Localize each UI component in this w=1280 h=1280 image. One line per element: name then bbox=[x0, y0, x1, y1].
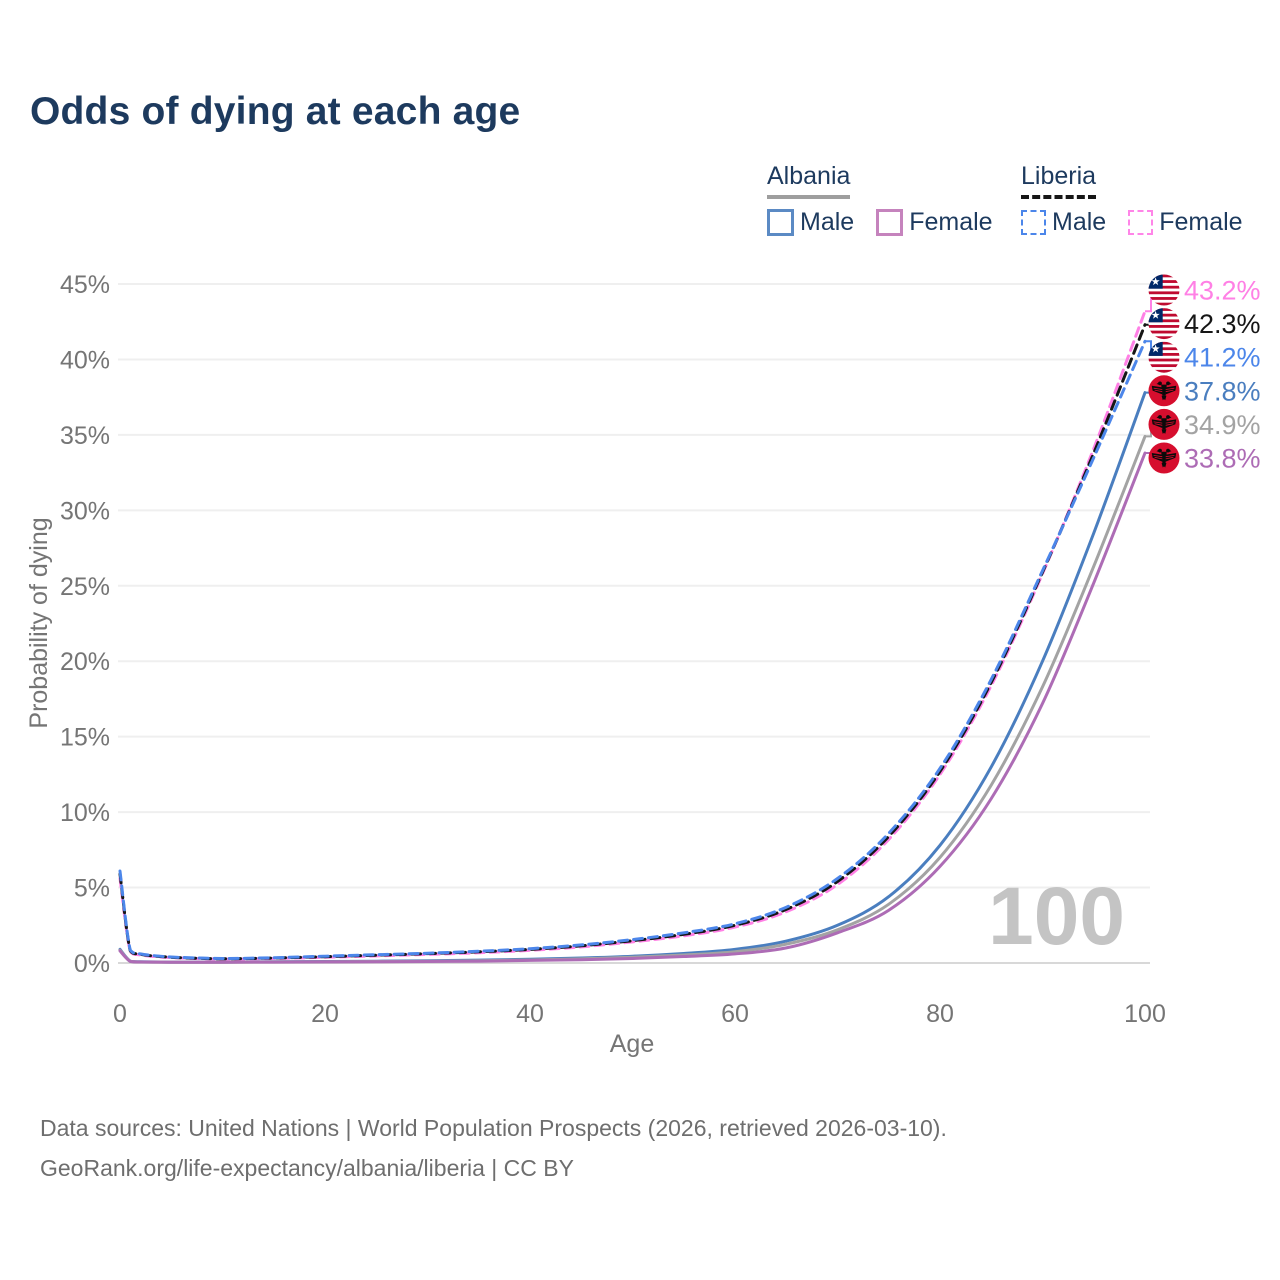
y-axis-title: Probability of dying bbox=[25, 517, 53, 728]
liberia-flag-icon bbox=[1148, 341, 1180, 373]
y-tick-label: 40% bbox=[60, 346, 110, 374]
page-title: Odds of dying at each age bbox=[30, 90, 521, 133]
legend-group-liberia: Liberia Male Female bbox=[1021, 162, 1265, 237]
end-label-albania-male: 37.8% bbox=[1184, 376, 1261, 406]
end-label-connector bbox=[1145, 389, 1155, 394]
end-label-liberia-female: 43.2% bbox=[1184, 276, 1261, 306]
end-label-connector bbox=[1145, 423, 1155, 438]
legend-liberia-male-toggle[interactable]: Male bbox=[1021, 208, 1106, 237]
y-tick-label: 35% bbox=[60, 422, 110, 450]
end-label-albania-female: 33.8% bbox=[1184, 444, 1261, 474]
end-label-liberia-male: 41.2% bbox=[1184, 343, 1261, 373]
legend-albania-female-toggle[interactable]: Female bbox=[876, 208, 993, 237]
data-sources-line: Data sources: United Nations | World Pop… bbox=[40, 1115, 947, 1141]
y-tick-label: 0% bbox=[74, 950, 110, 978]
legend-albania-male-label: Male bbox=[800, 208, 855, 236]
series-line-liberia-male bbox=[118, 339, 1147, 960]
y-tick-label: 10% bbox=[60, 799, 110, 827]
series-line-albania-male bbox=[118, 391, 1147, 964]
double-eagle-icon bbox=[1151, 415, 1177, 434]
watermark: 100 bbox=[988, 871, 1125, 962]
double-eagle-icon bbox=[1151, 448, 1177, 468]
end-label-albania-overall: 34.9% bbox=[1184, 410, 1261, 440]
liberia-male-swatch-icon bbox=[1021, 210, 1046, 235]
end-label-connector bbox=[1145, 340, 1155, 359]
x-tick-label: 0 bbox=[113, 1000, 127, 1028]
end-label-connector bbox=[1145, 289, 1155, 313]
series-line-albania-overall bbox=[118, 434, 1147, 964]
x-tick-label: 80 bbox=[926, 1000, 954, 1028]
end-label-liberia-overall: 42.3% bbox=[1184, 309, 1261, 339]
albania-male-swatch-icon bbox=[767, 209, 794, 236]
albania-flag-icon bbox=[1148, 408, 1180, 440]
double-eagle-icon bbox=[1151, 381, 1177, 401]
legend-liberia-female-toggle[interactable]: Female bbox=[1128, 208, 1243, 237]
end-label-connector bbox=[1145, 322, 1155, 326]
y-tick-label: 5% bbox=[74, 875, 110, 903]
end-label-connector bbox=[1145, 452, 1155, 459]
albania-female-swatch-icon bbox=[876, 209, 904, 236]
legend-country-liberia: Liberia bbox=[1021, 162, 1097, 199]
albania-flag-icon bbox=[1148, 375, 1180, 407]
liberia-flag-icon bbox=[1148, 274, 1180, 306]
legend-group-albania: Albania Male Female bbox=[767, 162, 1015, 237]
legend-country-albania: Albania bbox=[767, 162, 851, 199]
y-tick-label: 25% bbox=[60, 573, 110, 601]
attribution-line: GeoRank.org/life-expectancy/albania/libe… bbox=[40, 1155, 574, 1181]
legend-albania-female-label: Female bbox=[909, 208, 993, 236]
y-tick-label: 15% bbox=[60, 724, 110, 752]
x-tick-label: 20 bbox=[311, 1000, 339, 1028]
liberia-female-swatch-icon bbox=[1128, 210, 1154, 235]
albania-flag-icon bbox=[1148, 442, 1180, 474]
y-tick-label: 45% bbox=[60, 271, 110, 299]
legend-liberia-female-label: Female bbox=[1159, 208, 1243, 236]
series-line-albania-female bbox=[118, 451, 1147, 964]
series-line-liberia-female bbox=[118, 309, 1147, 961]
footer: Data sources: United Nations | World Pop… bbox=[40, 1108, 947, 1188]
series-line-liberia-overall bbox=[118, 323, 1147, 961]
x-axis-title: Age bbox=[610, 1030, 654, 1058]
legend-albania-male-toggle[interactable]: Male bbox=[767, 208, 854, 237]
x-tick-label: 100 bbox=[1124, 1000, 1166, 1028]
liberia-flag-icon bbox=[1148, 308, 1180, 340]
x-tick-label: 60 bbox=[721, 1000, 749, 1028]
y-tick-label: 20% bbox=[60, 648, 110, 676]
legend-liberia-male-label: Male bbox=[1052, 208, 1107, 236]
y-tick-label: 30% bbox=[60, 497, 110, 525]
x-tick-label: 40 bbox=[516, 1000, 544, 1028]
